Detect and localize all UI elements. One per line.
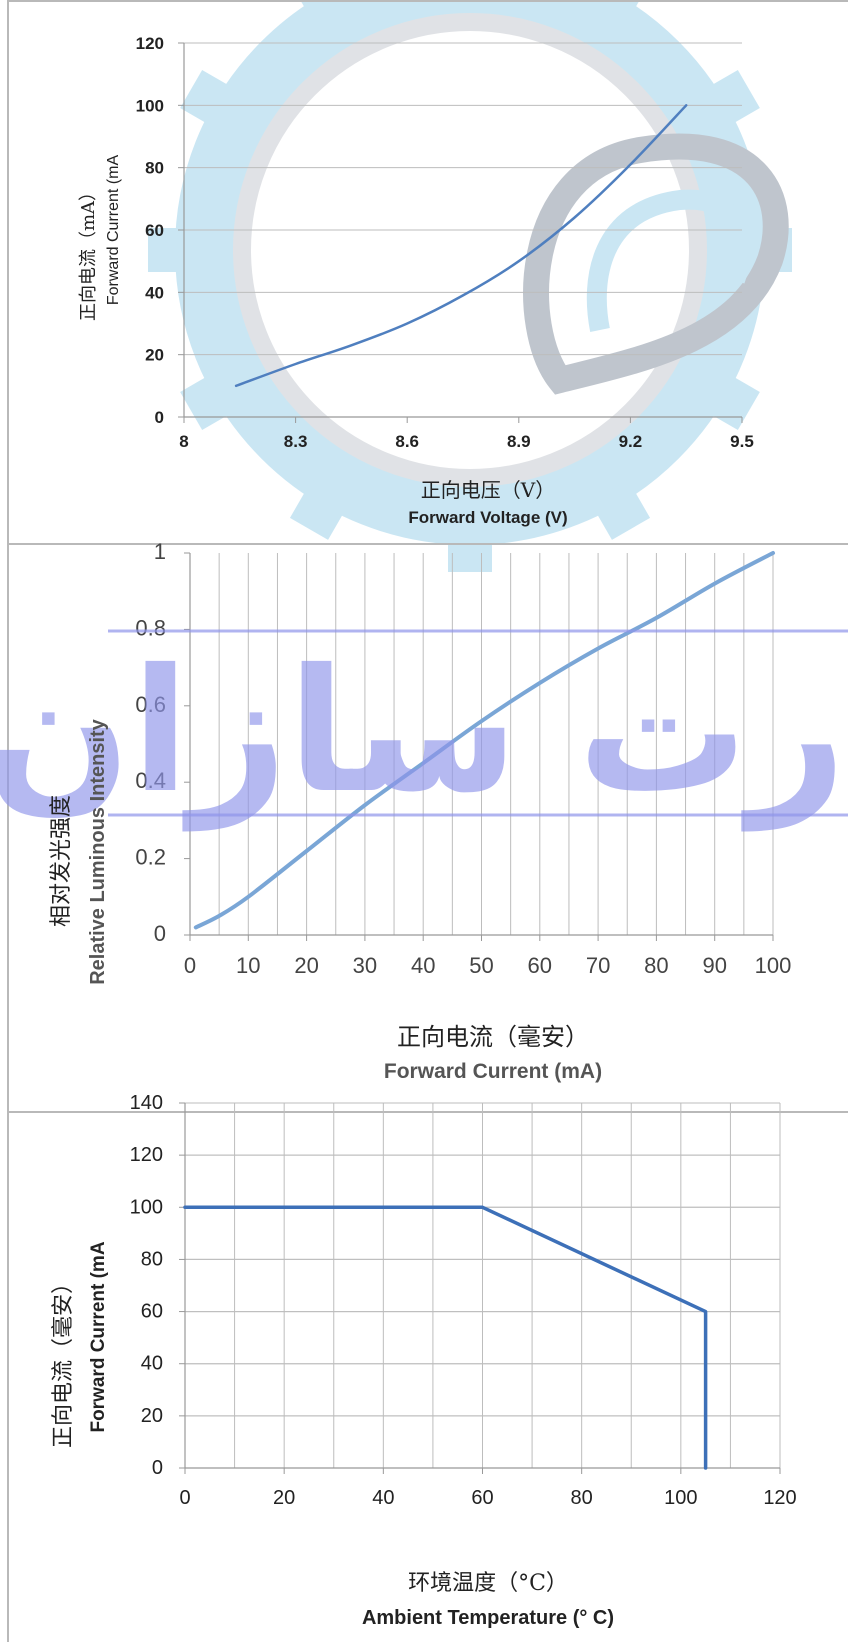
watermark-gear-tooth (589, 0, 651, 21)
x-tick-label: 8.6 (395, 432, 419, 451)
y-tick-label: 40 (145, 283, 164, 302)
watermark-swoosh-inner (586, 189, 752, 332)
x-tick-label: 100 (664, 1487, 697, 1509)
y-tick-label: 1 (154, 539, 166, 564)
watermark-gear-tooth (289, 479, 351, 540)
watermark-gear-tooth (289, 0, 351, 21)
y-tick-label: 0.2 (135, 845, 166, 870)
x-tick-label: 9.2 (619, 432, 643, 451)
y-tick-label: 0.8 (135, 615, 166, 640)
y-tick-label: 60 (145, 221, 164, 240)
y-tick-label: 120 (136, 34, 164, 53)
chart-2-ylabel-cn: 相对发光强度 (49, 795, 74, 927)
series-line (183, 1205, 708, 1470)
y-tick-label: 100 (130, 1196, 163, 1218)
watermark-gear-tooth (699, 369, 760, 431)
x-tick-label: 20 (273, 1487, 295, 1509)
y-tick-label: 140 (130, 1092, 163, 1114)
x-tick-label: 60 (528, 953, 552, 978)
y-tick-label: 20 (141, 1405, 163, 1427)
watermark-gear-tooth (180, 369, 241, 431)
chart-3-xlabel-en: Ambient Temperature (° C) (362, 1607, 614, 1629)
y-tick-label: 20 (145, 346, 164, 365)
forward-current-vs-voltage-chart: 8 8.3 8.6 8.9 9.2 9.5 0 20 40 60 80 100 120 (136, 34, 754, 451)
watermark-gear-tooth (448, 528, 492, 572)
x-tick-label: 80 (644, 953, 668, 978)
x-tick-label: 50 (469, 953, 493, 978)
watermark-gear-tooth (180, 69, 241, 131)
watermark-ring-inner (233, 13, 707, 487)
chart-2-ylabel-en: Relative Luminous Intensity (87, 718, 109, 984)
y-tick-label: 80 (145, 159, 164, 178)
y-tick-label: 40 (141, 1353, 163, 1375)
chart-3-axis-titles: 环境温度（°C） Ambient Temperature (° C) 正向电流（… (51, 1241, 614, 1629)
x-tick-label: 90 (702, 953, 726, 978)
y-tick-label: 60 (141, 1301, 163, 1323)
chart-3-frame (7, 1111, 848, 1642)
x-tick-label: 20 (294, 953, 318, 978)
watermark-persian-text: پارت سازان (0, 633, 848, 832)
chart-3-ylabel-cn: 正向电流（毫安） (51, 1272, 76, 1448)
y-tick-label: 0 (155, 408, 164, 427)
relative-intensity-vs-current-chart: 0 10 20 30 40 50 60 70 80 90 100 0 0.2 0.4 0.6 0.8 1 (135, 539, 791, 978)
x-tick-label: 8.3 (284, 432, 308, 451)
chart-2-xlabel-en: Forward Current (mA) (384, 1060, 602, 1083)
x-tick-label: 120 (763, 1487, 796, 1509)
watermark-gear-tooth (148, 228, 192, 272)
x-tick-label: 10 (236, 953, 260, 978)
x-tick-label: 8 (179, 432, 188, 451)
watermark-text: پارت سازان (0, 629, 848, 832)
y-tick-label: 120 (130, 1144, 163, 1166)
chart-3-xlabel-cn: 环境温度（°C） (408, 1571, 568, 1596)
x-tick-label: 9.5 (730, 432, 754, 451)
x-tick-label: 70 (586, 953, 610, 978)
chart-1-axis-titles: 正向电压（V） Forward Voltage (V) 正向电流（mA） For… (78, 155, 568, 527)
watermark-gear-tooth (589, 479, 651, 540)
watermark-gear-tooth (699, 69, 760, 131)
chart-3-ylabel-en: Forward Current (mA (88, 1241, 109, 1432)
x-tick-label: 0 (184, 953, 196, 978)
y-tick-label: 0.4 (135, 768, 166, 793)
watermark-swoosh (523, 133, 789, 395)
x-tick-label: 80 (571, 1487, 593, 1509)
x-tick-label: 60 (471, 1487, 493, 1509)
chart-2-xlabel-cn: 正向电流（毫安） (397, 1023, 589, 1051)
derating-current-vs-temperature-chart: 0 20 40 60 80 100 120 0 20 40 60 80 100 120 140 (130, 1092, 797, 1509)
watermark-gear-logo (148, 0, 792, 572)
y-tick-label: 100 (136, 96, 164, 115)
chart-2-axis-titles: 正向电流（毫安） Forward Current (mA) 相对发光强度 Rel… (49, 718, 602, 1083)
x-tick-label: 0 (179, 1487, 190, 1509)
y-tick-label: 0 (154, 921, 166, 946)
x-tick-label: 40 (372, 1487, 394, 1509)
y-tick-label: 0 (152, 1457, 163, 1479)
x-tick-label: 100 (755, 953, 792, 978)
x-tick-label: 40 (411, 953, 435, 978)
chart-1-ylabel-en: Forward Current (mA (105, 155, 122, 306)
chart-1-xlabel-en: Forward Voltage (V) (408, 508, 567, 527)
y-tick-label: 0.6 (135, 692, 166, 717)
x-tick-label: 8.9 (507, 432, 531, 451)
y-tick-label: 80 (141, 1248, 163, 1270)
series-line (234, 104, 688, 388)
chart-1-xlabel-cn: 正向电压（V） (421, 478, 555, 502)
chart-1-ylabel-cn: 正向电流（mA） (78, 183, 99, 321)
x-tick-label: 30 (353, 953, 377, 978)
